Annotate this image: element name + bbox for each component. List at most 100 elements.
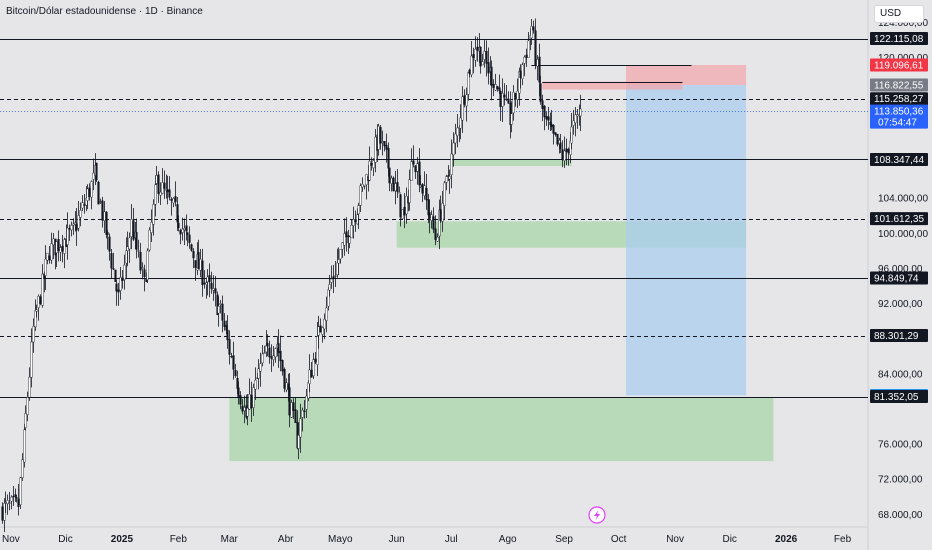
- candle-body: [572, 120, 575, 126]
- candle-body: [172, 198, 175, 204]
- candle-body: [450, 153, 453, 175]
- candle-body: [254, 379, 257, 390]
- candle-body: [545, 116, 548, 120]
- candle-body: [250, 395, 253, 409]
- candle-body: [285, 382, 288, 391]
- price-label-8: 88.301,29: [874, 331, 919, 342]
- candle-body: [277, 343, 280, 354]
- x-tick-label-11: Oct: [611, 534, 627, 545]
- price-label-7: 94.849,74: [874, 273, 919, 284]
- candle-body: [483, 51, 486, 60]
- candle-body: [472, 54, 475, 58]
- candle-body: [496, 86, 499, 89]
- candle-body: [561, 149, 564, 160]
- candle-body: [123, 264, 126, 280]
- candle-body: [185, 225, 188, 232]
- candle-body: [126, 246, 129, 252]
- candle-body: [421, 184, 424, 194]
- candle-body: [538, 56, 541, 83]
- candle-body: [574, 114, 577, 123]
- candle-body: [339, 249, 342, 260]
- candle-body: [503, 94, 506, 98]
- zone-target-4: [625, 85, 747, 396]
- candle-body: [19, 477, 22, 505]
- candle-body: [363, 185, 366, 187]
- candle-body: [570, 126, 573, 144]
- candle-body: [83, 204, 86, 206]
- candle-body: [350, 224, 353, 239]
- candle-body: [394, 183, 397, 191]
- candle-body: [208, 275, 211, 283]
- candle-body: [445, 176, 448, 183]
- candle-body: [541, 100, 544, 109]
- candle-body: [405, 196, 408, 215]
- candle-body: [26, 397, 29, 415]
- candle-body: [294, 409, 297, 423]
- candle-body: [381, 141, 384, 143]
- candle-body: [512, 92, 515, 114]
- x-tick-label-10: Sep: [555, 534, 573, 545]
- candle-body: [554, 132, 557, 135]
- candle-body: [374, 136, 377, 163]
- candle-body: [139, 252, 142, 271]
- candle-body: [490, 66, 493, 86]
- candle-body: [61, 245, 64, 252]
- candle-body: [505, 98, 508, 100]
- candle-body: [399, 194, 402, 218]
- candle-body: [305, 395, 308, 410]
- candle-body: [214, 288, 217, 294]
- price-label-5: 108.347,44: [874, 155, 924, 166]
- candle-body: [521, 64, 524, 79]
- zone-demand-2: [451, 159, 572, 167]
- candle-body: [492, 83, 495, 88]
- x-tick-label-4: Mar: [221, 534, 239, 545]
- candle-body: [154, 184, 157, 205]
- candle-body: [441, 202, 444, 222]
- candle-body: [316, 336, 319, 365]
- candle-body: [206, 276, 209, 282]
- y-tick-label-4: 96.000,00: [878, 264, 923, 275]
- price-label-4: 113.850,36: [874, 107, 924, 118]
- candle-body: [46, 252, 49, 261]
- currency-button[interactable]: USD: [874, 5, 924, 23]
- candle-body: [137, 250, 140, 252]
- candle-body: [121, 277, 124, 281]
- candle-body: [95, 162, 98, 181]
- candle-body: [370, 162, 373, 166]
- candle-body: [452, 142, 455, 156]
- horizontal-levels[interactable]: [0, 39, 868, 398]
- candle-body: [454, 133, 457, 144]
- candle-body: [210, 282, 213, 289]
- candle-body: [90, 181, 93, 198]
- candle-body: [88, 187, 91, 197]
- lightning-icon[interactable]: [588, 506, 606, 524]
- candle-body: [283, 369, 286, 389]
- candle-body: [203, 282, 206, 284]
- candle-body: [112, 268, 115, 270]
- candle-body: [487, 62, 490, 74]
- candle-body: [181, 228, 184, 233]
- candle-body: [257, 368, 260, 379]
- price-label-2: 116.822,55: [874, 81, 924, 92]
- candle-body: [412, 160, 415, 165]
- candle-body: [321, 327, 324, 335]
- price-label-bg-2: [870, 78, 928, 92]
- candle-body: [8, 502, 11, 504]
- x-tick-label-9: Ago: [499, 534, 517, 545]
- candle-body: [103, 211, 106, 221]
- candle-body: [24, 413, 27, 428]
- candle-body: [261, 353, 264, 364]
- candle-body: [70, 225, 73, 231]
- candle-body: [312, 359, 315, 376]
- candle-body: [365, 174, 368, 185]
- candle-body: [299, 418, 302, 438]
- price-countdown: 07:54:47: [878, 118, 917, 129]
- candle-body: [166, 189, 169, 193]
- price-label-6: 101.612,35: [874, 214, 924, 225]
- candle-body: [392, 177, 395, 192]
- candle-body: [292, 402, 295, 411]
- candle-body: [50, 243, 53, 261]
- candle-body: [130, 219, 133, 237]
- candle-body: [401, 209, 404, 219]
